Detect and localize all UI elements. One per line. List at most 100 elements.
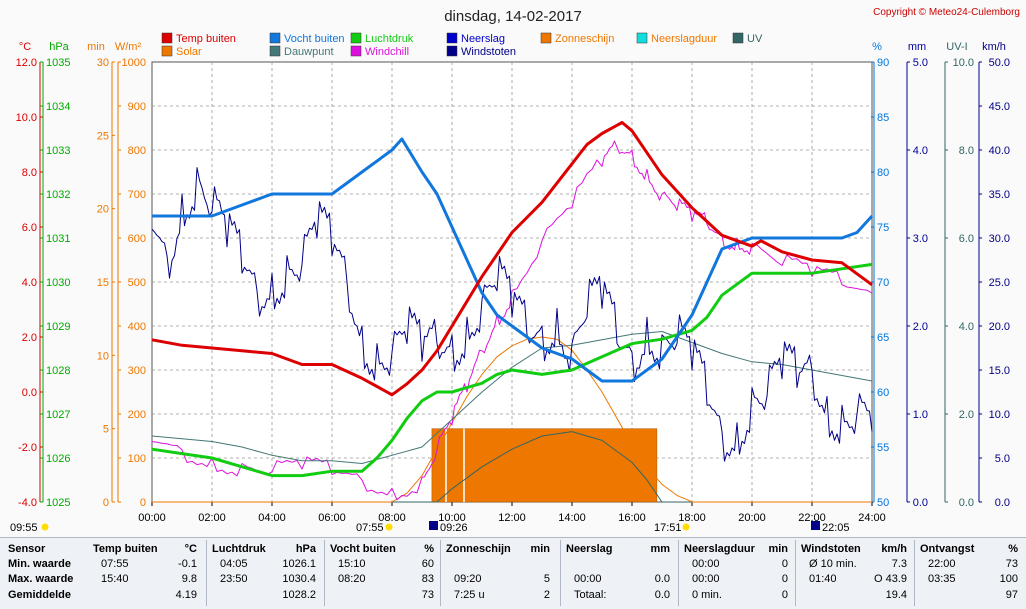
axis-tick-wind: 30.0 (989, 233, 1010, 245)
row-label: Max. waarde (8, 573, 74, 585)
cell-value: 100 (999, 573, 1018, 585)
axis-tick-uv: 6.0 (959, 233, 974, 245)
cell-value: 4.19 (175, 589, 197, 601)
column-header: Ontvangst (920, 543, 975, 555)
cell-time: 04:05 (220, 558, 248, 570)
series-line (151, 331, 873, 464)
row-label: Gemiddelde (8, 589, 71, 601)
row-labels: Sensor Min. waarde Max. waarde Gemiddelde (0, 538, 90, 609)
axis-tick-rain: 1.0 (913, 409, 928, 421)
axis-tick-rain: 4.0 (913, 145, 928, 157)
axis-tick-wind: 15.0 (989, 365, 1010, 377)
axis-unit-wind: km/h (982, 41, 1006, 53)
legend-label: Solar (176, 46, 202, 58)
column-unit: km/h (881, 543, 907, 555)
axis-tick-uv: 2.0 (959, 409, 974, 421)
cell-time: 0 min. (692, 589, 722, 601)
cell-value: 2 (543, 589, 550, 601)
axis-tick-solar: 800 (128, 145, 146, 157)
series-line (151, 167, 873, 462)
axis-tick-temp: 2.0 (22, 332, 37, 344)
cell-time: 00:00 (692, 558, 720, 570)
column-separator (324, 540, 325, 606)
axis-tick-rain: 0.0 (913, 497, 928, 509)
time-marker: 09:55 (10, 522, 38, 534)
axis-tick-pressure: 1031 (46, 233, 70, 245)
column-separator (560, 540, 561, 606)
series-line (151, 262, 873, 478)
legend-swatch (350, 45, 362, 57)
axis-tick-humidity: 90 (877, 57, 889, 69)
axis-unit-uv: UV-I (946, 41, 967, 53)
x-tick-label: 08:00 (378, 512, 406, 524)
axis-tick-rain: 3.0 (913, 233, 928, 245)
x-tick-label: 20:00 (738, 512, 766, 524)
x-tick-label: 02:00 (198, 512, 226, 524)
legend-swatch (269, 45, 281, 57)
column-separator (440, 540, 441, 606)
legend-label: Windstoten (461, 46, 516, 58)
legend-label: UV (747, 33, 763, 45)
axis-tick-pressure: 1035 (46, 57, 70, 69)
column-header: Temp buiten (93, 543, 158, 555)
legend-swatch (446, 45, 458, 57)
legend-label: Temp buiten (176, 33, 236, 45)
axis-tick-pressure: 1027 (46, 409, 70, 421)
marker-time: 09:26 (440, 522, 468, 534)
cell-time: 00:00 (574, 573, 602, 585)
legend-label: Zonneschijn (555, 33, 614, 45)
axis-tick-temp: 10.0 (16, 112, 37, 124)
column-unit: min (768, 543, 788, 555)
column-unit: mm (650, 543, 670, 555)
axis-tick-wind: 45.0 (989, 101, 1010, 113)
cell-time: 22:00 (928, 558, 956, 570)
legend-label: Neerslag (461, 33, 505, 45)
column-header: Luchtdruk (212, 543, 266, 555)
column-unit: °C (184, 543, 197, 555)
cell-value: 0 (781, 558, 788, 570)
axis-tick-solar: 0 (140, 497, 146, 509)
x-tick-label: 00:00 (138, 512, 166, 524)
axis-tick-uv: 10.0 (953, 57, 974, 69)
x-tick-label: 12:00 (498, 512, 526, 524)
legend-label: Neerslagduur (651, 33, 717, 45)
row-label: Sensor (8, 543, 46, 555)
axis-tick-temp: 6.0 (22, 222, 37, 234)
chart-title: dinsdag, 14-02-2017 (444, 8, 582, 25)
x-tick-label: 18:00 (678, 512, 706, 524)
legend-label: Luchtdruk (365, 33, 414, 45)
series-line (151, 121, 873, 397)
series-line (152, 431, 872, 503)
cell-value: 7.3 (891, 558, 907, 570)
axis-tick-solar: 700 (128, 189, 146, 201)
axis-tick-uv: 4.0 (959, 321, 974, 333)
column-unit: % (424, 543, 434, 555)
cell-time: 15:40 (101, 573, 129, 585)
axis-tick-minutes: 0 (103, 497, 109, 509)
axis-tick-humidity: 70 (877, 277, 889, 289)
cell-value: 83 (421, 573, 434, 585)
axis-tick-temp: 0.0 (22, 387, 37, 399)
cell-time: 08:20 (338, 573, 366, 585)
axis-unit-temp: °C (19, 41, 31, 53)
axis-tick-solar: 600 (128, 233, 146, 245)
axis-tick-wind: 0.0 (995, 497, 1010, 509)
axis-tick-wind: 25.0 (989, 277, 1010, 289)
cell-time: 00:00 (692, 573, 720, 585)
axis-tick-rain: 5.0 (913, 57, 928, 69)
x-tick-label: 10:00 (438, 512, 466, 524)
axis-tick-wind: 35.0 (989, 189, 1010, 201)
axis-tick-pressure: 1025 (46, 497, 70, 509)
x-tick-label: 14:00 (558, 512, 586, 524)
series-line (152, 137, 874, 383)
cell-time: 07:55 (101, 558, 129, 570)
axis-tick-pressure: 1034 (46, 101, 70, 113)
stats-table: Sensor Min. waarde Max. waarde Gemiddelde Te… (0, 537, 1026, 609)
legend-label: Dauwpunt (284, 46, 334, 58)
axis-tick-humidity: 85 (877, 112, 889, 124)
axis-tick-minutes: 5 (103, 424, 109, 436)
legend-swatch (636, 32, 648, 44)
cell-time: Ø 10 min. (809, 558, 857, 570)
cell-time: 09:20 (454, 573, 482, 585)
